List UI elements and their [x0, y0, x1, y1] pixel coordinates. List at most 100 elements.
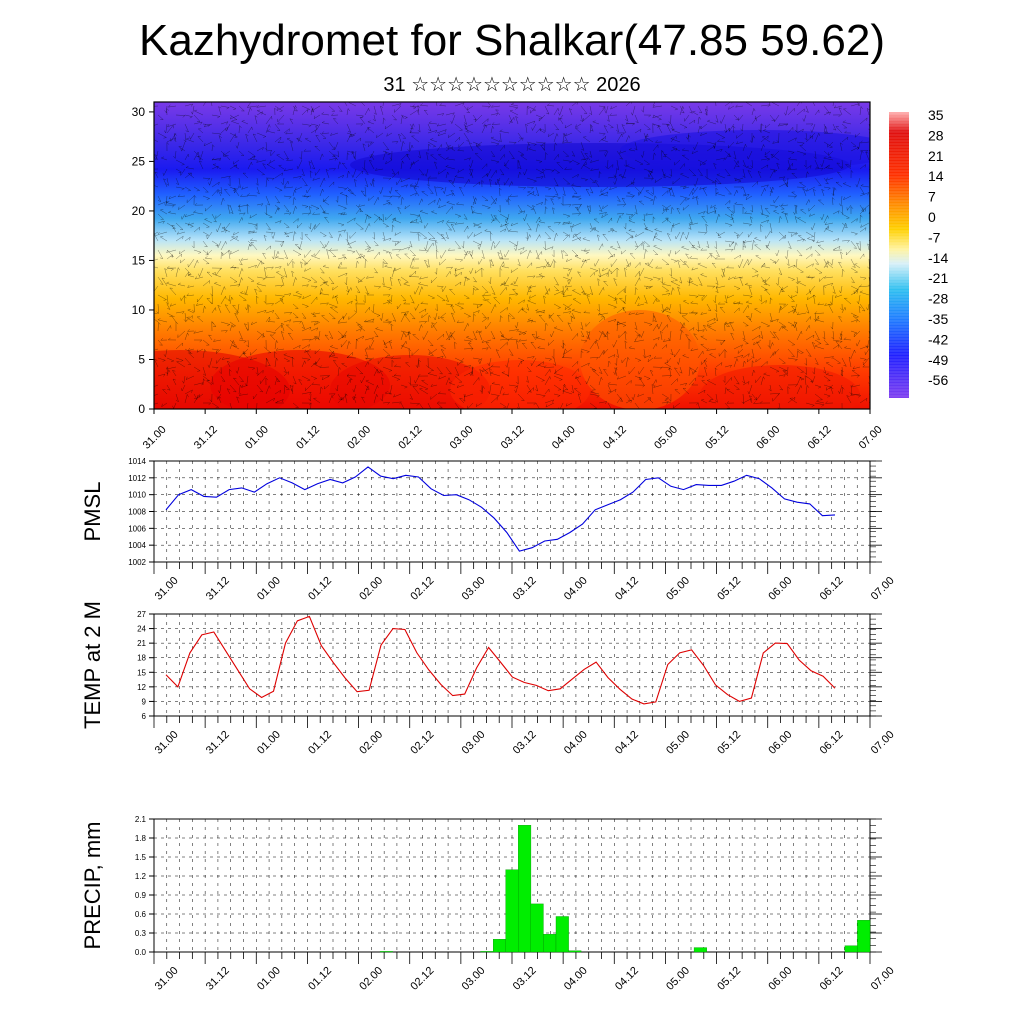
x-tick-label: 02.12: [396, 424, 424, 452]
colorbar-label: -14: [928, 250, 948, 266]
pmsl-series-line: [165, 466, 836, 552]
x-tick-label: 02.12: [408, 575, 436, 603]
precip-bar: [555, 916, 569, 953]
y-tick-label: 1004: [128, 541, 146, 550]
colorbar-label: -28: [928, 291, 948, 307]
x-tick-label: 06.00: [766, 575, 794, 603]
x-tick-label: 06.12: [818, 575, 846, 603]
precip-bar: [505, 869, 519, 953]
y-tick-label: 1.2: [135, 872, 147, 881]
x-tick-label: 03.00: [460, 965, 488, 993]
y-tick-label: 0.9: [135, 891, 147, 900]
heatmap-x-axis: 31.00 31.12 01.00 01.12 02.00 02.12 03.00 03.12…: [141, 409, 885, 452]
x-tick-label: 31.12: [192, 424, 220, 452]
x-tick-label: 31.00: [153, 729, 181, 757]
pmsl-panel: 1002 1004 1006 1008 1010 1012 1014 31.00 31.12 01…: [80, 457, 897, 603]
x-tick-label: 04.12: [613, 729, 641, 757]
y-tick-label: 1008: [128, 508, 146, 517]
x-tick-label: 04.12: [613, 575, 641, 603]
y-tick-label: 21: [137, 639, 146, 648]
x-tick-label: 07.00: [857, 424, 885, 452]
heatmap-patch: [620, 130, 870, 170]
y-tick-label: 1002: [128, 558, 146, 567]
precip-bar: [844, 945, 858, 953]
y-tick-label: 12: [137, 683, 146, 692]
x-tick-label: 03.00: [460, 729, 488, 757]
x-tick-label: 05.00: [664, 965, 692, 993]
y-tick-label: 1014: [128, 457, 146, 466]
y-tick-label: 30: [132, 105, 146, 119]
heatmap-y-axis: 0 5 10 15 20 25 30: [132, 105, 154, 416]
x-tick-label: 31.00: [153, 965, 181, 993]
precip-bar: [857, 920, 871, 953]
heatmap-patch: [450, 360, 590, 409]
y-tick-label: 5: [138, 352, 145, 366]
x-tick-label: 02.00: [357, 729, 385, 757]
x-tick-label: 07.00: [869, 729, 897, 757]
y-axis-label: TEMP at 2 M: [80, 601, 105, 729]
x-tick-label: 04.00: [562, 729, 590, 757]
colorbar-label: 35: [928, 107, 944, 123]
y-tick-label: 1.8: [135, 834, 147, 843]
precip-bar: [568, 950, 582, 953]
y-tick-label: 20: [132, 204, 146, 218]
y-tick-label: 25: [132, 154, 146, 168]
y-axis-label: PRECIP, mm: [80, 822, 105, 950]
x-tick-label: 05.12: [715, 575, 743, 603]
x-tick-label: 31.12: [204, 729, 232, 757]
precip-bar: [693, 947, 707, 953]
chart-title: Kazhydromet for Shalkar(47.85 59.62): [139, 16, 885, 65]
y-tick-label: 18: [137, 654, 146, 663]
x-tick-label: 31.12: [204, 575, 232, 603]
x-tick-label: 03.12: [511, 729, 539, 757]
temp-series-line: [165, 615, 836, 705]
precip-bar: [480, 951, 494, 953]
x-tick-label: 01.00: [243, 424, 271, 452]
x-tick-label: 02.12: [408, 965, 436, 993]
x-tick-label: 06.12: [818, 729, 846, 757]
x-tick-label: 04.00: [550, 424, 578, 452]
x-tick-label: 02.00: [345, 424, 373, 452]
y-tick-label: 1006: [128, 524, 146, 533]
x-tick-label: 05.00: [664, 575, 692, 603]
y-tick-label: 1010: [128, 491, 146, 500]
precip-bar: [530, 903, 544, 953]
colorbar-lines: [889, 113, 909, 397]
x-tick-label: 05.12: [703, 424, 731, 452]
x-tick-label: 01.12: [306, 965, 334, 993]
x-tick-label: 31.00: [141, 424, 169, 452]
x-tick-label: 01.00: [255, 729, 283, 757]
colorbar-label: 28: [928, 127, 944, 143]
x-tick-label: 06.00: [766, 965, 794, 993]
wind-barb-field: [154, 102, 870, 409]
x-tick-label: 03.00: [448, 424, 476, 452]
colorbar-label: 14: [928, 168, 944, 184]
y-axis-label: PMSL: [80, 482, 105, 542]
x-tick-label: 05.00: [652, 424, 680, 452]
x-tick-label: 05.00: [664, 729, 692, 757]
x-tick-label: 06.12: [818, 965, 846, 993]
colorbar-label: -7: [928, 229, 941, 245]
x-tick-label: 06.00: [754, 424, 782, 452]
precip-bar: [379, 951, 393, 953]
x-tick-label: 03.12: [511, 575, 539, 603]
x-tick-label: 01.12: [306, 729, 334, 757]
x-tick-label: 03.12: [499, 424, 527, 452]
y-tick-label: 15: [137, 668, 146, 677]
x-tick-label: 04.00: [562, 575, 590, 603]
x-tick-label: 31.12: [204, 965, 232, 993]
heatmap-patch: [330, 355, 490, 409]
y-tick-label: 15: [132, 253, 146, 267]
x-tick-label: 02.00: [357, 575, 385, 603]
x-tick-label: 02.12: [408, 729, 436, 757]
precip-bar: [543, 934, 557, 953]
x-tick-label: 07.00: [869, 575, 897, 603]
x-tick-label: 05.12: [715, 729, 743, 757]
colorbar-label: -42: [928, 331, 948, 347]
colorbar-label: 7: [928, 189, 936, 205]
x-tick-label: 04.12: [613, 965, 641, 993]
x-tick-label: 01.00: [255, 965, 283, 993]
x-tick-label: 06.12: [806, 424, 834, 452]
colorbar-label: 0: [928, 209, 936, 225]
y-tick-label: 27: [137, 610, 146, 619]
